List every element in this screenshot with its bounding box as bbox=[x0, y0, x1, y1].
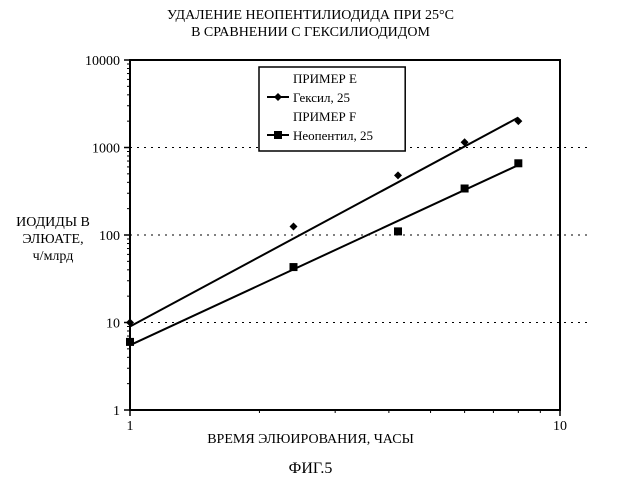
svg-text:1: 1 bbox=[113, 404, 120, 419]
svg-text:ПРИМЕР E: ПРИМЕР E bbox=[293, 71, 357, 86]
svg-text:100: 100 bbox=[99, 229, 120, 244]
figure-caption: ФИГ.5 bbox=[0, 460, 621, 478]
chart-title: УДАЛЕНИЕ НЕОПЕНТИЛИОДИДА ПРИ 25°C В СРАВ… bbox=[0, 8, 621, 42]
svg-text:Гексил, 25: Гексил, 25 bbox=[293, 90, 350, 105]
figure-wrap: { "title_line1": "УДАЛЕНИЕ НЕОПЕНТИЛИОДИ… bbox=[0, 0, 621, 500]
svg-text:ПРИМЕР F: ПРИМЕР F bbox=[293, 109, 356, 124]
title-line2: В СРАВНЕНИИ С ГЕКСИЛИОДИДОМ bbox=[191, 25, 430, 40]
title-line1: УДАЛЕНИЕ НЕОПЕНТИЛИОДИДА ПРИ 25°C bbox=[167, 8, 454, 23]
svg-text:10: 10 bbox=[106, 317, 120, 332]
ylabel-line2: ЭЛЮАТЕ, bbox=[22, 232, 83, 247]
ylabel-line1: ИОДИДЫ В bbox=[16, 215, 90, 230]
svg-text:10000: 10000 bbox=[85, 54, 120, 69]
ylabel-line3: ч/млрд bbox=[33, 249, 74, 264]
figcap-text: ФИГ.5 bbox=[289, 460, 333, 477]
xlabel-text: ВРЕМЯ ЭЛЮИРОВАНИЯ, ЧАСЫ bbox=[207, 432, 414, 447]
svg-text:Неопентил, 25: Неопентил, 25 bbox=[293, 128, 373, 143]
x-axis-label: ВРЕМЯ ЭЛЮИРОВАНИЯ, ЧАСЫ bbox=[0, 432, 621, 448]
y-axis-label: ИОДИДЫ В ЭЛЮАТЕ, ч/млрд bbox=[8, 215, 98, 265]
svg-text:1000: 1000 bbox=[92, 142, 120, 157]
